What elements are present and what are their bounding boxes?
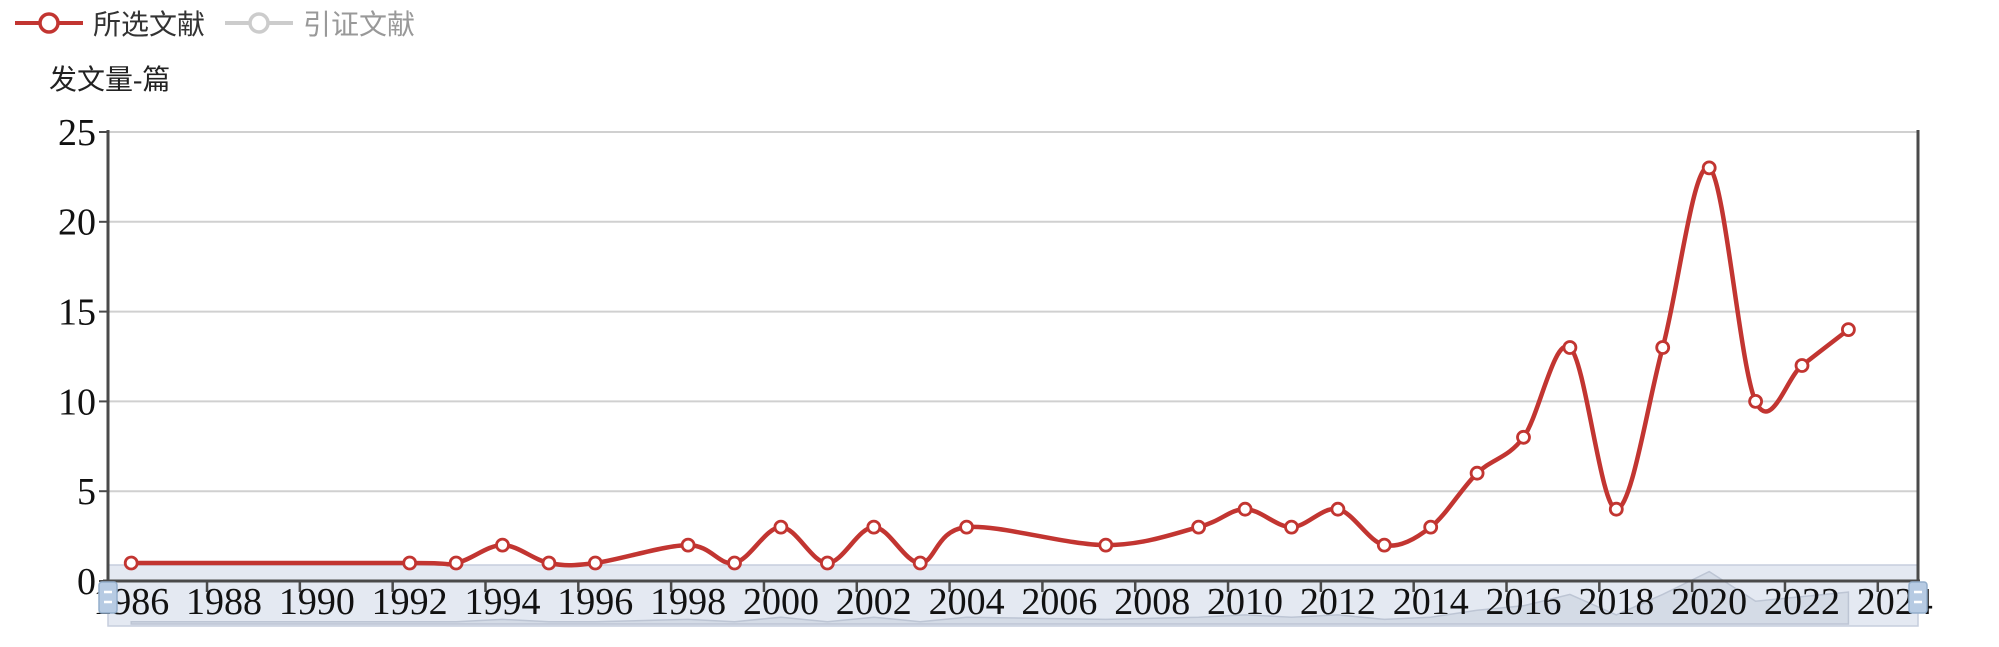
x-axis-tick-label: 2010 xyxy=(1207,581,1283,623)
y-axis-tick-label: 0 xyxy=(77,561,96,603)
x-axis-tick-label: 1990 xyxy=(279,581,355,623)
data-point-marker[interactable] xyxy=(912,555,928,571)
x-axis-tick-label: 2004 xyxy=(929,581,1005,623)
data-point-marker[interactable] xyxy=(1376,537,1392,553)
data-point-marker[interactable] xyxy=(727,555,742,571)
x-axis-tick-label: 2016 xyxy=(1486,581,1562,623)
x-axis-tick-label: 1998 xyxy=(650,581,726,623)
data-point-marker[interactable] xyxy=(866,519,882,535)
data-point-marker[interactable] xyxy=(1608,501,1624,517)
data-point-marker[interactable] xyxy=(1748,393,1763,409)
datazoom-handle-right[interactable] xyxy=(1908,581,1928,614)
x-axis-tick-label: 2018 xyxy=(1578,581,1654,623)
x-axis-tick-label: 2000 xyxy=(743,581,819,623)
x-axis-tick-label: 2006 xyxy=(1021,581,1097,623)
x-axis-tick-label: 2014 xyxy=(1393,581,1469,623)
data-point-marker[interactable] xyxy=(1284,519,1299,535)
data-point-marker[interactable] xyxy=(402,555,418,571)
x-axis-tick-label: 2012 xyxy=(1300,581,1376,623)
data-point-marker[interactable] xyxy=(1469,465,1485,481)
data-point-marker[interactable] xyxy=(448,555,464,571)
x-axis-tick-label: 2022 xyxy=(1764,581,1840,623)
legend: 所选文献 引证文献 xyxy=(13,3,415,43)
data-point-marker[interactable] xyxy=(1098,537,1114,553)
legend-item-selected-docs[interactable]: 所选文献 xyxy=(13,3,205,43)
x-axis-tick-label: 2020 xyxy=(1671,581,1747,623)
legend-item-citing-docs[interactable]: 引证文献 xyxy=(223,3,415,43)
data-point-marker[interactable] xyxy=(773,519,789,535)
data-point-marker[interactable] xyxy=(1423,519,1439,535)
data-point-marker[interactable] xyxy=(1562,340,1578,355)
data-point-marker[interactable] xyxy=(495,537,510,553)
data-point-marker[interactable] xyxy=(1841,322,1856,338)
x-axis-tick-label: 2008 xyxy=(1114,581,1190,623)
y-axis-tick-label: 20 xyxy=(58,202,96,244)
x-axis-tick-label: 2002 xyxy=(836,581,912,623)
x-axis-tick-label: 1994 xyxy=(464,581,540,623)
data-point-marker[interactable] xyxy=(587,555,603,571)
y-axis-tick-label: 5 xyxy=(77,471,96,513)
y-axis-title: 发文量-篇 xyxy=(49,65,171,96)
data-point-marker[interactable] xyxy=(1794,358,1810,373)
data-point-marker[interactable] xyxy=(1191,519,1206,535)
y-axis-tick-label: 25 xyxy=(58,112,96,154)
x-axis-tick-label: 1996 xyxy=(557,581,633,623)
datazoom-data-shadow xyxy=(130,570,1850,625)
x-axis-tick-label: 1988 xyxy=(186,581,262,623)
datazoom-handle-left[interactable] xyxy=(98,581,118,614)
x-axis-tick-label: 1992 xyxy=(372,581,448,623)
data-point-marker[interactable] xyxy=(1655,340,1671,355)
data-point-marker[interactable] xyxy=(1237,501,1253,517)
line-series-icon xyxy=(15,12,83,34)
data-point-marker[interactable] xyxy=(1701,160,1717,176)
series-line-selected-docs xyxy=(128,165,1851,568)
legend-label-selected-docs: 所选文献 xyxy=(93,10,206,41)
data-point-marker[interactable] xyxy=(680,537,696,553)
y-axis-tick-label: 15 xyxy=(58,292,96,334)
data-point-marker[interactable] xyxy=(123,555,139,571)
data-point-marker[interactable] xyxy=(541,555,557,571)
data-point-marker[interactable] xyxy=(1330,501,1346,517)
data-point-marker[interactable] xyxy=(1516,429,1531,445)
data-point-marker[interactable] xyxy=(820,555,835,571)
line-series-icon xyxy=(225,12,294,34)
data-point-marker[interactable] xyxy=(959,519,974,535)
legend-label-citing-docs: 引证文献 xyxy=(303,10,416,41)
y-axis-tick-label: 10 xyxy=(58,381,96,423)
